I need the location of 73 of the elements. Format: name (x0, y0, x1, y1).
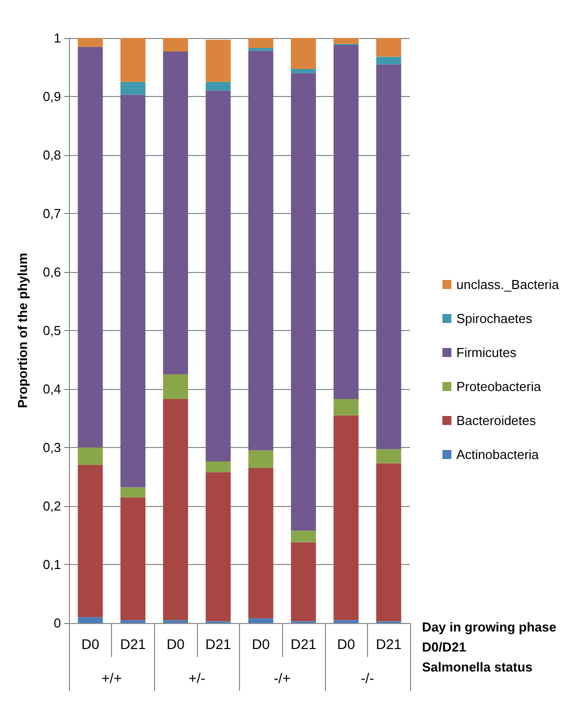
bar (206, 90, 231, 462)
bar (376, 449, 402, 464)
bar (248, 450, 274, 468)
bar (248, 48, 274, 51)
bar (78, 38, 103, 47)
x-tick-label: D21 (120, 636, 146, 652)
y-tick-label: 0,6 (42, 264, 61, 280)
y-tick-label: 0,2 (42, 498, 61, 514)
bar (376, 463, 402, 622)
bar (334, 398, 359, 416)
bar (248, 38, 274, 48)
y-axis-title: Proportion of the phylum (15, 252, 30, 408)
bar (290, 38, 316, 70)
bar (334, 45, 359, 399)
x-tick-label: D21 (376, 636, 402, 652)
y-tick-label: 0,8 (42, 148, 61, 162)
y-tick-label: 0,7 (42, 206, 61, 221)
bar (248, 618, 274, 623)
bar (334, 415, 359, 620)
y-tick-label: 0,1 (42, 557, 61, 572)
bar (120, 94, 146, 488)
text: +/- (188, 670, 206, 686)
x-tick-label: D0 (81, 636, 100, 652)
bar (163, 374, 188, 399)
y-tick-label: 0,3 (42, 440, 61, 455)
bar (78, 448, 103, 466)
bar (78, 617, 103, 623)
x-tick-label: D21 (205, 636, 232, 652)
bar (290, 73, 316, 531)
bar (120, 487, 146, 498)
y-tick-label: 0,9 (42, 89, 61, 104)
bar (120, 82, 146, 95)
y-tick-label: 0,5 (42, 323, 61, 338)
bar (163, 38, 188, 52)
bar (163, 51, 188, 374)
x-axis-title: Day in growing phase D0/D21 Salmonella status (422, 620, 556, 674)
y-tick-label: 0 (54, 616, 61, 630)
bar (206, 462, 231, 472)
bar (248, 50, 274, 450)
legend-label: unclass._Bacteria (456, 277, 560, 292)
x-tick-label: D0 (337, 636, 356, 652)
bar (163, 620, 188, 623)
legend-label: Spirochaetes (456, 311, 533, 326)
bar (290, 542, 316, 622)
x-tick-label: D21 (290, 636, 316, 652)
bar (120, 38, 146, 82)
legend-label: Actinobacteria (456, 447, 540, 462)
text: +/+ (102, 670, 122, 686)
bar (376, 38, 402, 57)
bar (290, 69, 316, 74)
bar (206, 472, 231, 622)
y-tick-label: 0,4 (42, 382, 61, 396)
legend-label: Firmicutes (456, 345, 517, 360)
bar (376, 56, 402, 64)
bar (120, 620, 146, 623)
bar (206, 40, 231, 82)
text: -/- (360, 670, 374, 686)
bar (206, 82, 231, 91)
bar (334, 38, 359, 44)
legend-label: Bacteroidetes (456, 413, 536, 428)
text: -/+ (274, 670, 290, 686)
bar (248, 468, 274, 618)
x-tick-label: D0 (166, 636, 185, 652)
y-tick-label: 1 (54, 30, 61, 46)
bar (163, 398, 188, 620)
bar (290, 530, 316, 542)
bar (78, 465, 103, 618)
bar (376, 64, 402, 450)
x-tick-label: D0 (252, 636, 270, 652)
bar (120, 497, 146, 620)
bar (78, 46, 103, 448)
bar (334, 620, 359, 623)
legend-label: Proteobacteria (456, 379, 542, 394)
